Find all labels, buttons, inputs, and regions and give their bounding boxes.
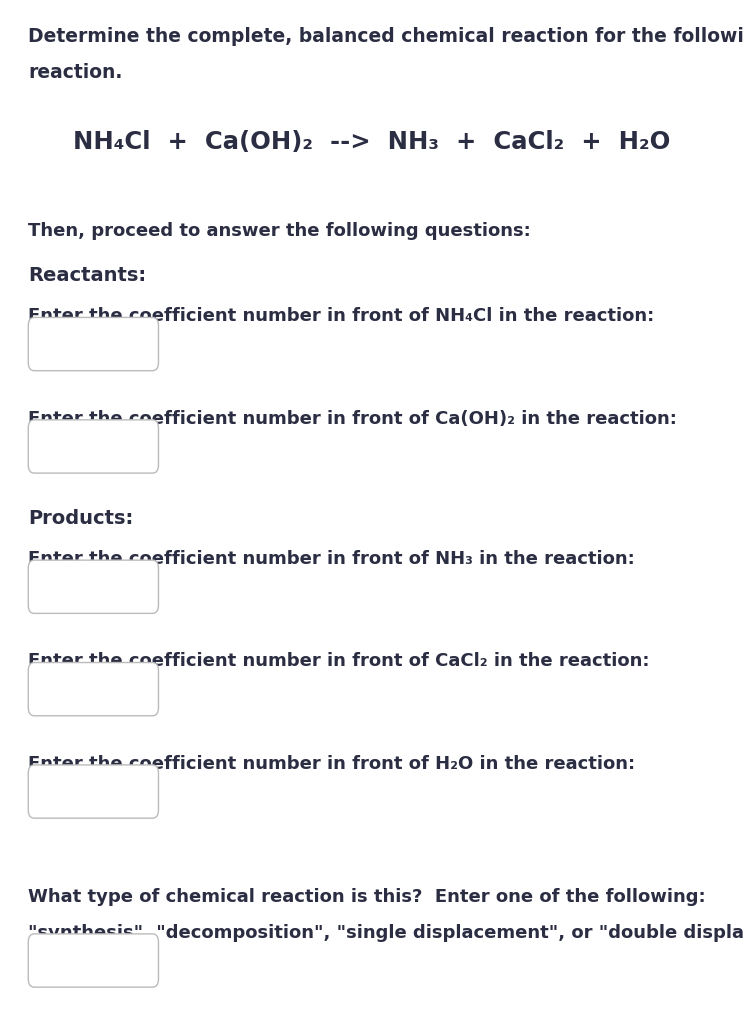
Text: Enter the coefficient number in front of H₂O in the reaction:: Enter the coefficient number in front of… (28, 755, 635, 773)
Text: Products:: Products: (28, 509, 133, 528)
Text: Reactants:: Reactants: (28, 266, 147, 286)
FancyBboxPatch shape (28, 420, 158, 473)
Text: What type of chemical reaction is this?  Enter one of the following:: What type of chemical reaction is this? … (28, 888, 706, 906)
FancyBboxPatch shape (28, 765, 158, 818)
Text: Then, proceed to answer the following questions:: Then, proceed to answer the following qu… (28, 222, 531, 241)
Text: Enter the coefficient number in front of NH₄Cl in the reaction:: Enter the coefficient number in front of… (28, 307, 655, 326)
Text: Determine the complete, balanced chemical reaction for the following: Determine the complete, balanced chemica… (28, 27, 744, 46)
Text: "synthesis", "decomposition", "single displacement", or "double displacement".: "synthesis", "decomposition", "single di… (28, 924, 744, 942)
Text: Enter the coefficient number in front of NH₃ in the reaction:: Enter the coefficient number in front of… (28, 550, 635, 568)
Text: reaction.: reaction. (28, 63, 123, 83)
Text: Enter the coefficient number in front of Ca(OH)₂ in the reaction:: Enter the coefficient number in front of… (28, 410, 677, 428)
Text: Enter the coefficient number in front of CaCl₂ in the reaction:: Enter the coefficient number in front of… (28, 652, 650, 671)
FancyBboxPatch shape (28, 317, 158, 371)
Text: NH₄Cl  +  Ca(OH)₂  -->  NH₃  +  CaCl₂  +  H₂O: NH₄Cl + Ca(OH)₂ --> NH₃ + CaCl₂ + H₂O (74, 130, 670, 154)
FancyBboxPatch shape (28, 560, 158, 613)
FancyBboxPatch shape (28, 934, 158, 987)
FancyBboxPatch shape (28, 663, 158, 716)
